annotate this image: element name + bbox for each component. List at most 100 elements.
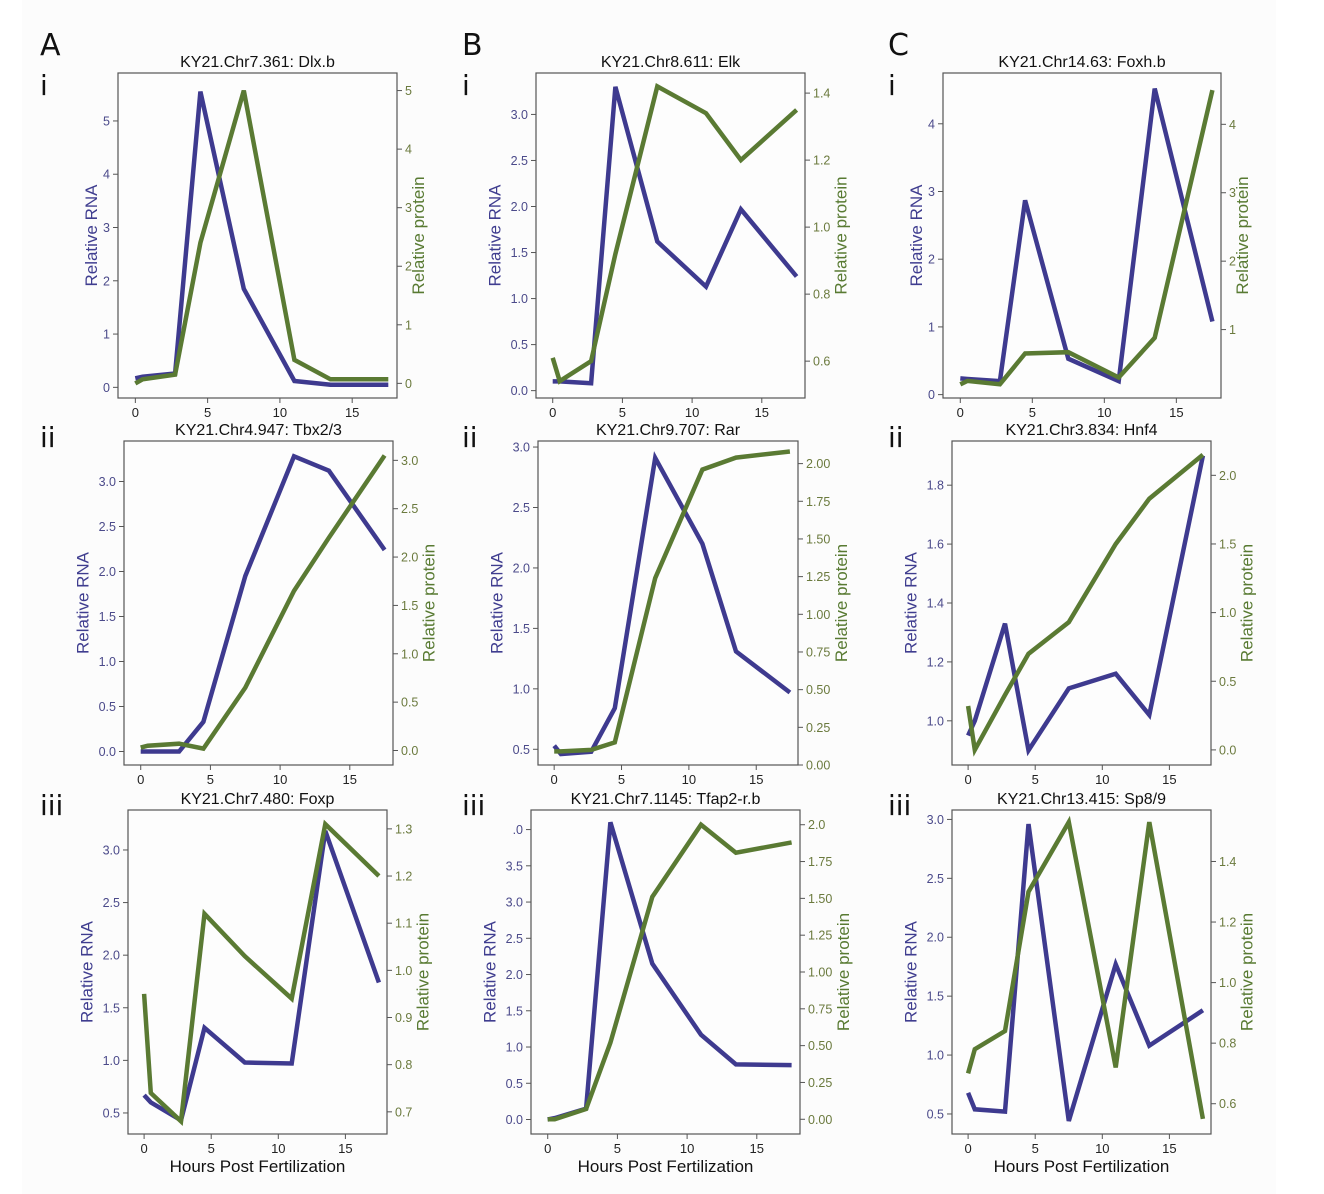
y-axis-label-left: Relative RNA [901,551,920,654]
y-left-tick-label: 1.5 [99,610,116,624]
protein-series-line [550,83,799,385]
y-right-tick-label: 0.9 [395,1011,412,1025]
x-tick-label: 0 [132,405,139,420]
row-label-b-ii: ii [462,421,478,454]
rna-series-line [134,91,389,387]
y-left-tick-label: 3 [928,185,935,199]
chart-c-iii: KY21.Chr13.415: Sp8/9 0 5 10 15 0.5 1.0 1.5 2.0 2… [901,791,1256,1176]
protein-series-line [554,449,791,754]
x-tick-label: 5 [207,772,214,787]
y-right-tick-label: 1.2 [813,154,830,168]
y-right-tick-label: 1.2 [395,870,412,884]
y-right-tick-label: 1.0 [1219,976,1236,990]
chart-title: KY21.Chr4.947: Tbx2/3 [175,422,342,439]
x-tick-label: 10 [273,405,287,420]
y-left-tick-label: 3.0 [99,475,116,489]
y-right-tick-label: 1.00 [808,966,832,980]
y-right-tick-label: 1.5 [401,599,418,613]
chart-a-ii: KY21.Chr4.947: Tbx2/3 0 5 10 15 0.0 0.5 1.0 1.5 2… [73,422,438,787]
y-left-tick-label: 0 [928,388,935,402]
y-left-tick-label: 0 [103,381,110,395]
row-label-a-ii: ii [40,421,56,454]
x-tick-label: 10 [680,1141,694,1156]
protein-series-line [965,452,1205,757]
y-right-tick-label: 0.00 [806,759,830,773]
protein-series-line [140,454,387,752]
row-label-b-iii: iii [462,789,485,822]
y-right-tick-label: 1.50 [806,532,830,546]
y-axis-label-left: Relative RNA [73,551,92,654]
x-tick-label: 10 [273,772,287,787]
y-left-tick-label: 3.0 [927,813,944,827]
chart-a-iii: KY21.Chr7.480: Foxp 0 5 10 15 0.5 1.0 1.5 2.0 2.5… [77,791,432,1176]
y-left-tick-label: 3.0 [511,108,528,122]
chart-title: KY21.Chr13.415: Sp8/9 [997,791,1166,808]
y-right-tick-label: 0.8 [813,288,830,302]
y-left-tick-label: 3.0 [513,441,530,455]
chart-title: KY21.Chr7.1145: Tfap2-r.b [571,791,761,808]
y-left-tick-label: 1.0 [99,655,116,669]
y-right-tick-label: 1.0 [401,647,418,661]
chart-b-ii: KY21.Chr9.707: Rar 0 5 10 15 0.5 1.0 1.5 2.0 2.5 3… [487,422,850,787]
y-left-tick-label: 1.0 [511,292,528,306]
y-left-tick-label: 1.5 [927,990,944,1004]
y-right-tick-label: 1.0 [1219,606,1236,620]
plot-frame [123,440,394,766]
y-left-tick-label: .0 [513,823,523,837]
x-tick-label: 10 [1095,1141,1109,1156]
y-right-tick-label: 4 [405,143,412,157]
y-right-tick-label: 2.0 [808,818,825,832]
y-axis-label-right: Relative protein [832,544,851,662]
y-right-tick-label: 0.6 [1219,1097,1236,1111]
y-axis-label-right: Relative protein [420,544,439,662]
y-left-tick-label: 2 [928,253,935,267]
y-left-tick-label: 3.5 [506,859,523,873]
x-tick-label: 5 [619,405,626,420]
plot-frame [537,440,799,766]
y-left-tick-label: 2.5 [927,872,944,886]
y-right-tick-label: 0.8 [1219,1037,1236,1051]
chart-title: KY21.Chr7.361: Dlx.b [180,54,335,71]
y-left-tick-label: 3 [103,221,110,235]
y-left-tick-label: 3.0 [103,843,120,857]
plot-frame [127,809,388,1135]
y-axis-label-right: Relative protein [1238,544,1257,662]
y-right-tick-label: 1.25 [806,570,830,584]
y-left-tick-label: 1.5 [103,1001,120,1015]
y-right-tick-label: 1.50 [808,892,832,906]
protein-series-line [547,821,793,1122]
x-axis-label: Hours Post Fertilization [170,1157,346,1176]
rna-series-line [552,451,792,757]
y-right-tick-label: 1.75 [806,495,830,509]
x-tick-label: 10 [1095,772,1109,787]
x-tick-label: 15 [755,405,769,420]
row-label-c-iii: iii [888,789,911,822]
y-left-tick-label: 5 [103,114,110,128]
y-right-tick-label: 0.00 [808,1113,832,1127]
chart-title: KY21.Chr9.707: Rar [596,422,741,439]
y-axis-label-right: Relative protein [1238,913,1257,1031]
y-left-tick-label: 1 [103,328,110,342]
plot-frame [942,72,1222,399]
y-left-tick-label: 2.5 [506,932,523,946]
x-tick-label: 0 [549,405,556,420]
y-right-tick-label: 1.4 [813,87,830,101]
y-right-tick-label: 0.5 [1219,675,1236,689]
x-tick-label: 15 [750,1141,764,1156]
protein-series-line [959,89,1215,387]
y-left-tick-label: 0.5 [513,743,530,757]
x-axis-label: Hours Post Fertilization [994,1157,1170,1176]
y-left-tick-label: 1.4 [927,597,944,611]
x-tick-label: 0 [140,1141,147,1156]
y-left-tick-label: 1.0 [927,714,944,728]
y-axis-label-left: Relative RNA [77,920,96,1023]
x-tick-label: 5 [1032,772,1039,787]
y-right-tick-label: 1.00 [806,608,830,622]
y-right-tick-label: 2 [1229,255,1236,269]
y-left-tick-label: 2.0 [103,949,120,963]
protein-series-line [141,819,381,1127]
y-axis-label-right: Relative protein [1233,176,1252,294]
y-axis-label-left: Relative RNA [485,184,504,287]
